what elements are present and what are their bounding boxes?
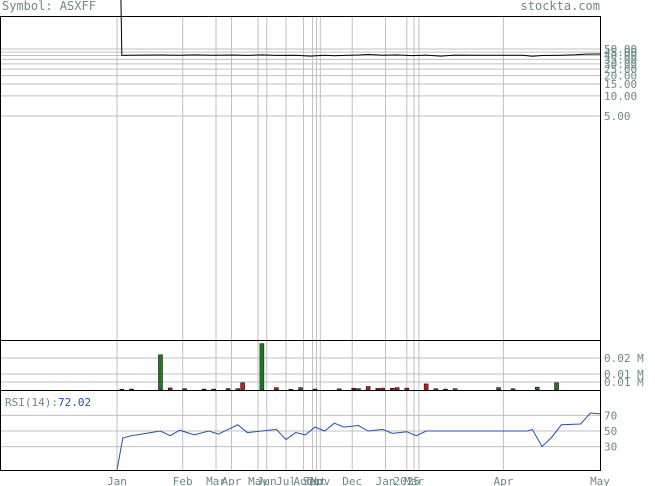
volume-bar	[288, 388, 294, 391]
volume-bar	[129, 388, 134, 391]
x-tick-label: Nov	[310, 475, 330, 486]
price-line	[120, 0, 601, 57]
volume-bar	[182, 388, 187, 391]
volume-bar	[235, 388, 240, 391]
volume-bar	[423, 383, 429, 391]
volume-bar	[390, 387, 395, 391]
x-tick-label: Apr	[493, 475, 513, 486]
price-tick-label: 10.00	[604, 90, 637, 103]
symbol-label: Symbol: ASXFF	[2, 0, 96, 13]
volume-bar	[380, 387, 385, 391]
rsi-tick-label: 70	[604, 409, 617, 422]
x-tick-label: Jan	[107, 475, 127, 486]
volume-tick-label: 0.01 M	[604, 376, 644, 389]
price-tick-label: 50.00	[604, 43, 637, 56]
x-tick-label: Jan	[376, 475, 396, 486]
price-tick-label: 15.00	[604, 78, 637, 91]
x-tick-label: Sep	[303, 475, 323, 486]
volume-bar	[433, 388, 439, 391]
site-name: stockta.com	[521, 0, 600, 13]
x-tick-label: Jul	[276, 475, 296, 486]
price-tick-label: 40.00	[604, 49, 637, 62]
x-tick-label: Jun	[257, 475, 277, 486]
volume-bars	[119, 343, 559, 391]
rsi-tick-label: 50	[604, 425, 617, 438]
volume-bar	[404, 387, 410, 391]
axis-labels: 50.0045.0040.0035.0030.0025.0020.0015.00…	[107, 43, 644, 486]
x-tick-label: Aug	[294, 475, 314, 486]
price-tick-label: 35.00	[604, 53, 637, 66]
volume-bar	[240, 382, 245, 391]
volume-bar	[259, 343, 265, 391]
rsi-value: 72.02	[58, 396, 91, 409]
rsi-panel-frame	[0, 390, 601, 471]
volume-tick-label: 0.01 M	[604, 368, 644, 381]
volume-bar	[554, 382, 559, 391]
x-tick-label: Mar	[206, 475, 226, 486]
volume-bar	[394, 387, 400, 391]
gridlines	[0, 16, 600, 470]
rsi-tick-label: 30	[604, 441, 617, 454]
x-tick-label: Dec	[342, 475, 362, 486]
price-tick-label: 25.00	[604, 63, 637, 76]
volume-bar	[443, 388, 448, 391]
volume-bar	[158, 354, 163, 391]
rsi-label: RSI(14):72.02	[5, 396, 91, 409]
price-tick-label: 30.00	[604, 58, 637, 71]
volume-bar	[496, 387, 501, 391]
volume-bar	[211, 388, 216, 391]
volume-bar	[356, 388, 361, 391]
volume-bar	[312, 388, 318, 391]
x-tick-label: Oct	[307, 475, 327, 486]
x-tick-label: 2025	[394, 475, 421, 486]
volume-bar	[452, 388, 458, 391]
volume-bar	[298, 387, 303, 391]
volume-bar	[336, 388, 342, 391]
volume-tick-label: 0.02 M	[604, 352, 644, 365]
price-tick-label: 45.00	[604, 46, 637, 59]
volume-bar	[375, 388, 381, 391]
volume-bar	[167, 387, 173, 391]
volume-bar	[510, 388, 516, 391]
volume-bar	[534, 386, 540, 391]
x-tick-label: May	[248, 475, 268, 486]
x-tick-label: Apr	[222, 475, 242, 486]
price-tick-label: 20.00	[604, 70, 637, 83]
volume-bar	[119, 388, 125, 391]
volume-bar	[351, 387, 356, 391]
volume-bar	[225, 388, 231, 391]
rsi-line	[116, 412, 601, 471]
x-tick-label: May	[590, 475, 610, 486]
price-panel-frame	[0, 16, 601, 341]
volume-bar	[365, 386, 371, 391]
x-tick-label: Mar	[404, 475, 424, 486]
panel-frames	[0, 16, 601, 471]
volume-bar	[274, 387, 279, 391]
x-tick-label: Feb	[173, 475, 193, 486]
volume-panel-frame	[0, 340, 601, 391]
price-tick-label: 5.00	[604, 110, 631, 123]
volume-bar	[201, 388, 207, 391]
